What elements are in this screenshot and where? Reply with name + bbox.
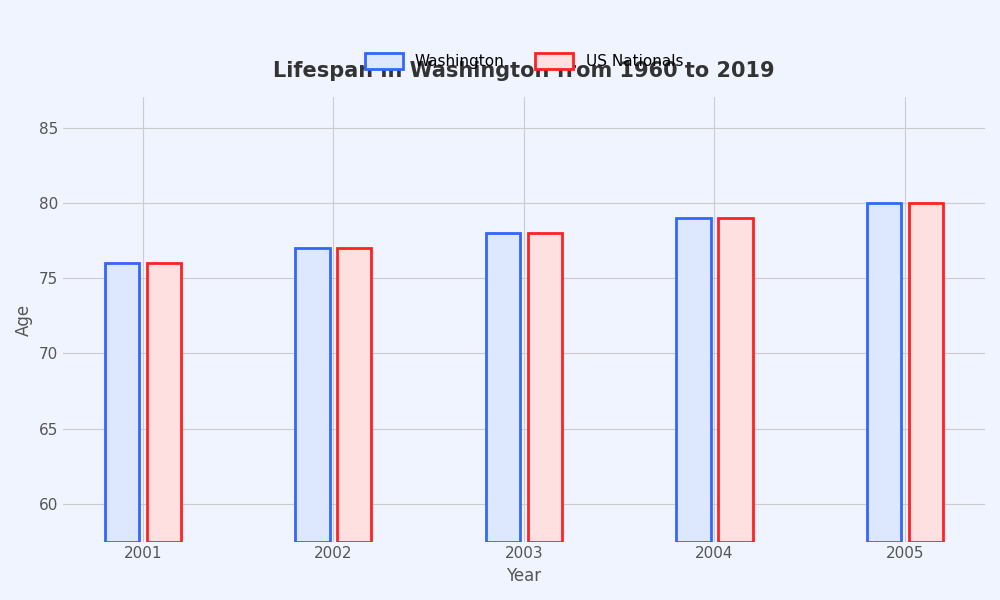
- Bar: [676, 218, 711, 542]
- Legend: Washington, US Nationals: Washington, US Nationals: [358, 47, 689, 76]
- Bar: [147, 263, 181, 542]
- Bar: [867, 203, 901, 542]
- Y-axis label: Age: Age: [15, 304, 33, 335]
- Bar: [909, 203, 943, 542]
- Bar: [337, 248, 371, 542]
- Bar: [295, 248, 330, 542]
- Bar: [486, 233, 520, 542]
- Title: Lifespan in Washington from 1960 to 2019: Lifespan in Washington from 1960 to 2019: [273, 61, 775, 80]
- X-axis label: Year: Year: [506, 567, 541, 585]
- Bar: [528, 233, 562, 542]
- Bar: [718, 218, 753, 542]
- Bar: [105, 263, 139, 542]
